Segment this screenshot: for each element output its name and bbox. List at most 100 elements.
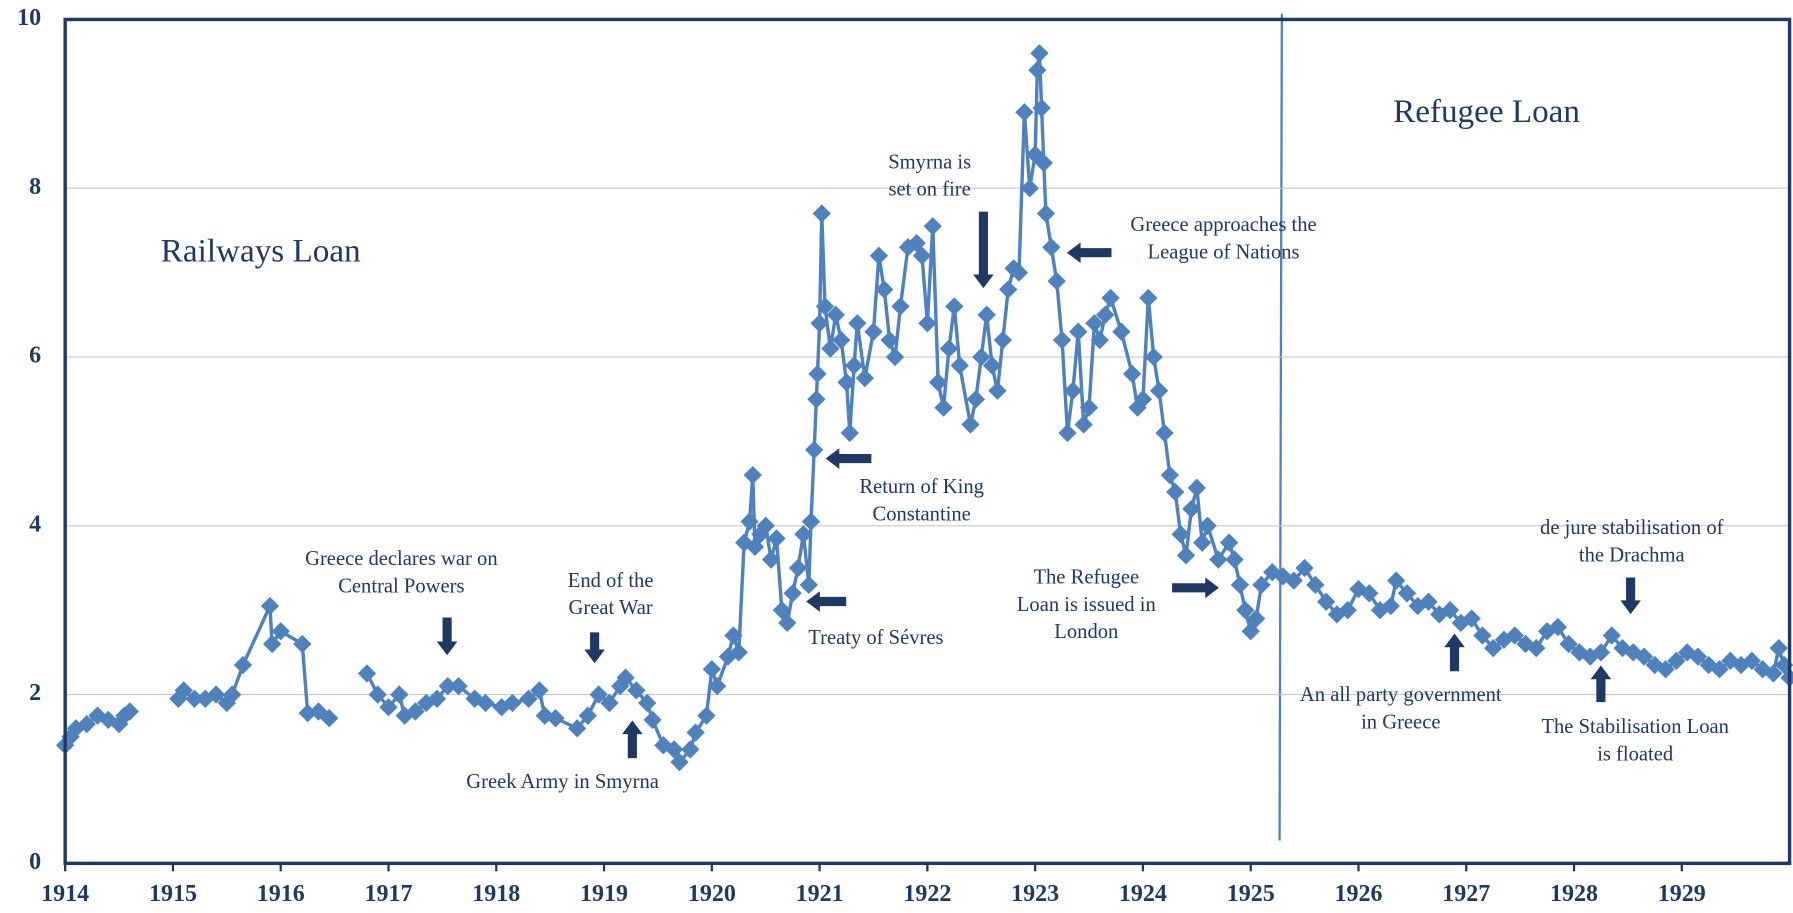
annotation: Greece approaches the [1130,214,1316,236]
data-point [912,246,932,265]
data-point [578,706,598,725]
data-point [1182,499,1201,519]
data-point [1284,571,1303,590]
data-point [1225,550,1244,569]
data-point [1198,516,1217,535]
data-point [808,364,827,384]
data-point [988,381,1007,400]
data-point [686,723,705,742]
data-point [1236,601,1255,620]
data-point [427,689,447,708]
annotation: Great War [569,597,653,619]
data-point [1032,98,1051,118]
data-point [1047,271,1066,291]
annotation: Constantine [873,503,971,525]
data-point [1440,601,1460,620]
data-point [1139,288,1158,308]
data-point [1484,639,1503,658]
data-point [1360,584,1379,603]
arrow [1620,577,1641,615]
data-point [185,689,204,708]
data-point [1559,634,1578,654]
data-point [1764,664,1783,683]
x-tick-label: 1921 [796,881,844,907]
data-point [891,297,910,316]
data-point [1069,322,1088,341]
data-point [503,693,522,713]
data-point [379,698,398,717]
arrow [973,211,994,289]
data-point [1219,533,1239,552]
data-point [880,330,899,350]
data-point [1063,381,1083,400]
y-tick-label: 8 [29,174,41,200]
data-point [1338,601,1357,620]
data-point [1166,482,1185,502]
data-point [1009,263,1029,282]
data-point [799,575,818,595]
data-point [977,305,996,324]
data-point [1209,550,1228,569]
data-point [923,217,942,236]
annotation: in Greece [1361,712,1440,734]
arrow [1444,633,1465,672]
data-point [616,668,635,687]
y-tick-label: 4 [29,511,41,537]
data-point [1028,60,1047,80]
annotation: The Stabilisation Loan [1541,716,1728,738]
annotation: de jure stabilisation of [1540,517,1724,539]
data-point [761,550,781,569]
x-tick-label: 1920 [688,881,736,907]
data-point [788,558,808,578]
data-point [729,643,748,662]
annotation: League of Nations [1148,242,1300,264]
data-point [260,596,280,616]
section-label: Refugee Loan [1393,93,1580,130]
x-tick-label: 1914 [41,881,89,907]
data-point [1015,103,1034,122]
data-point [638,693,657,713]
data-point [1387,571,1406,590]
data-point [1101,288,1120,308]
data-point [1667,651,1686,670]
y-tick-label: 6 [29,343,41,369]
data-point [600,693,619,713]
annotation: the Drachma [1579,545,1685,567]
annotation: End of the [568,570,654,592]
data-point [756,516,775,535]
data-point [1030,44,1049,63]
x-tick-label: 1929 [1658,881,1706,907]
data-point [223,685,242,704]
data-point [743,466,762,485]
data-point [939,339,959,358]
data-point [1548,617,1568,637]
data-point [670,752,689,772]
data-point [783,584,802,603]
data-point [1090,330,1109,350]
section-label: Railways Loan [161,232,361,269]
annotation: London [1054,621,1118,643]
data-point [1193,533,1212,552]
data-point [233,655,253,675]
data-point [109,714,129,734]
x-tick-label: 1915 [149,881,197,907]
data-point [1381,596,1400,616]
data-point [390,685,409,704]
data-point [869,246,889,265]
data-point [1634,647,1654,666]
data-point [918,314,937,333]
arrow [806,591,847,612]
data-point [1710,660,1729,679]
data-point [961,415,980,434]
data-point [1026,145,1045,164]
data-point [832,330,851,350]
data-point [840,423,859,443]
data-point [929,373,948,392]
data-point [206,685,226,704]
x-tick-label: 1926 [1334,881,1382,907]
annotation: Central Powers [338,575,464,597]
data-point [1036,204,1056,223]
data-point [1144,347,1163,367]
annotation: set on fire [889,179,971,201]
